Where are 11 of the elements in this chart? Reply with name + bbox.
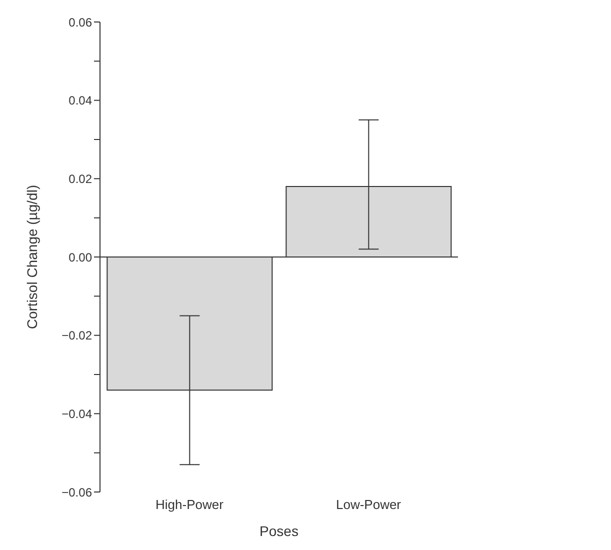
y-tick-label: 0.06 <box>68 15 92 30</box>
y-axis-title: Cortisol Change (µg/dl) <box>24 184 40 330</box>
y-tick-label: 0.04 <box>68 94 92 108</box>
y-tick-label: −0.06 <box>62 485 92 500</box>
y-tick-label: 0.02 <box>68 172 92 186</box>
y-tick-label: −0.04 <box>62 406 92 421</box>
x-axis-title: Poses <box>260 523 298 539</box>
x-tick-label: High-Power <box>156 497 224 512</box>
x-tick-label: Low-Power <box>336 497 402 512</box>
y-tick-label: 0.00 <box>68 250 92 264</box>
y-tick-label: −0.02 <box>62 328 92 343</box>
